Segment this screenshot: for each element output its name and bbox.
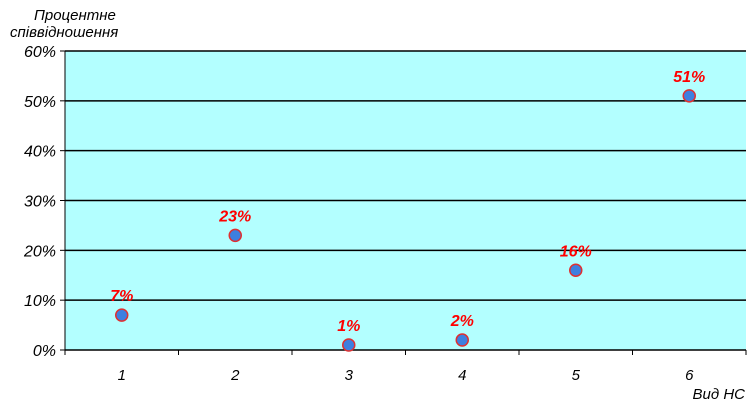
x-tick-labels: 1 2 3 4 5 6 bbox=[118, 367, 695, 384]
y-tick-labels: 0% 10% 20% 30% 40% 50% 60% bbox=[23, 44, 56, 360]
y-tick-label: 20% bbox=[23, 243, 56, 260]
y-tick-label: 30% bbox=[24, 194, 56, 211]
x-tick-label: 3 bbox=[345, 367, 354, 384]
x-tick-label: 6 bbox=[685, 367, 694, 384]
data-label: 7% bbox=[110, 288, 133, 305]
y-tick-label: 0% bbox=[33, 343, 56, 360]
data-point bbox=[342, 338, 356, 352]
x-axis-title: Вид НС bbox=[693, 386, 746, 403]
y-tick-label: 10% bbox=[24, 293, 56, 310]
data-labels: 7% 23% 1% 2% 16% 51% bbox=[110, 69, 705, 335]
data-point bbox=[228, 228, 242, 243]
x-tick-label: 5 bbox=[572, 367, 581, 384]
data-label: 16% bbox=[560, 243, 592, 260]
data-point bbox=[115, 308, 129, 322]
data-label: 23% bbox=[218, 208, 251, 225]
x-tick-label: 2 bbox=[230, 367, 240, 384]
x-tick-label: 4 bbox=[458, 367, 466, 384]
data-point bbox=[682, 89, 696, 103]
y-tick-label: 60% bbox=[24, 44, 56, 61]
data-point bbox=[455, 333, 469, 347]
x-tick-label: 1 bbox=[118, 367, 126, 384]
gridlines bbox=[60, 50, 746, 351]
y-axis-title-line-1: Процентне bbox=[34, 7, 116, 24]
data-label: 1% bbox=[337, 318, 360, 335]
y-tick-label: 50% bbox=[24, 94, 56, 111]
data-points bbox=[115, 89, 696, 352]
data-label: 51% bbox=[673, 69, 705, 86]
data-label: 2% bbox=[450, 313, 474, 330]
y-axis-title-line-2: співвідношення bbox=[10, 24, 118, 41]
data-point bbox=[569, 263, 583, 278]
y-tick-label: 40% bbox=[24, 144, 56, 161]
x-tick-marks bbox=[64, 350, 747, 355]
